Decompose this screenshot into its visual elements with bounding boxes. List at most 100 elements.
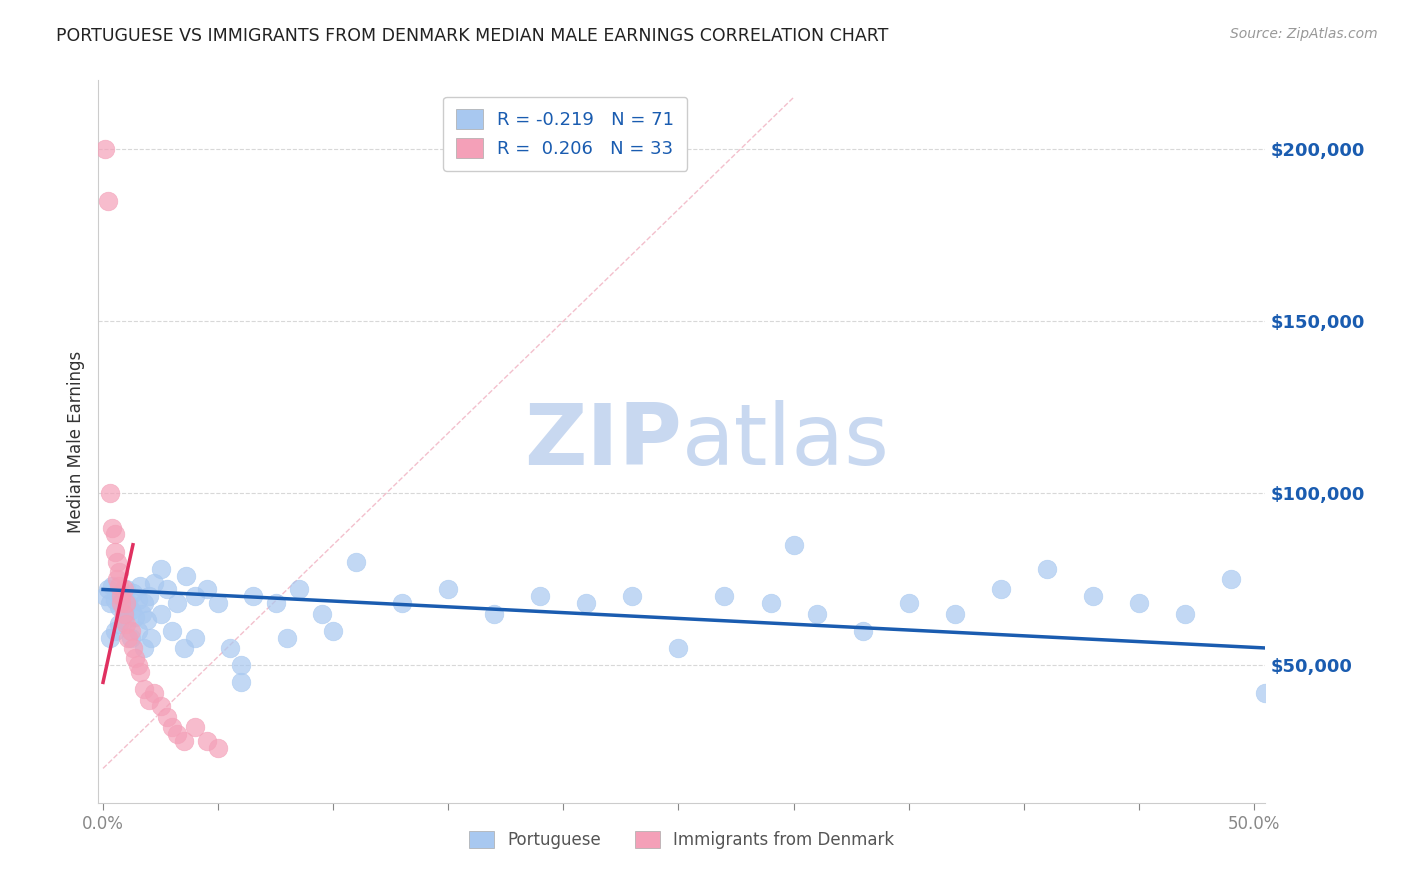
Point <box>149 562 172 576</box>
Point <box>276 631 298 645</box>
Point <box>101 520 124 534</box>
Point <box>120 603 142 617</box>
Point <box>138 590 160 604</box>
Point <box>108 566 131 580</box>
Point <box>101 579 124 593</box>
Point <box>108 599 131 614</box>
Point <box>897 596 920 610</box>
Point <box>115 582 138 597</box>
Point <box>287 582 309 597</box>
Point <box>110 590 132 604</box>
Point <box>668 640 690 655</box>
Point <box>1035 562 1057 576</box>
Point <box>105 555 128 569</box>
Point <box>852 624 875 638</box>
Point <box>184 631 207 645</box>
Point <box>110 590 132 604</box>
Point <box>112 614 135 628</box>
Point <box>782 538 804 552</box>
Point <box>94 590 117 604</box>
Point <box>149 699 172 714</box>
Point <box>105 586 128 600</box>
Point <box>943 607 966 621</box>
Point <box>575 596 598 610</box>
Point <box>322 624 344 638</box>
Point <box>484 607 506 621</box>
Point <box>131 607 153 621</box>
Point <box>391 596 413 610</box>
Point <box>529 590 551 604</box>
Point <box>156 582 179 597</box>
Point <box>207 740 229 755</box>
Point <box>103 544 125 558</box>
Point <box>97 194 120 208</box>
Point <box>1128 596 1150 610</box>
Point <box>120 624 142 638</box>
Point <box>621 590 644 604</box>
Point <box>173 734 195 748</box>
Point <box>184 590 207 604</box>
Point <box>207 596 229 610</box>
Point <box>1174 607 1197 621</box>
Point <box>112 607 135 621</box>
Point <box>990 582 1012 597</box>
Point <box>1219 572 1241 586</box>
Point <box>105 572 128 586</box>
Point <box>122 586 145 600</box>
Point <box>437 582 460 597</box>
Point <box>128 579 150 593</box>
Point <box>242 590 264 604</box>
Point <box>117 631 139 645</box>
Point <box>141 631 163 645</box>
Point <box>97 582 120 597</box>
Point <box>108 579 131 593</box>
Point <box>112 607 135 621</box>
Point <box>806 607 828 621</box>
Point <box>184 720 207 734</box>
Point <box>124 651 146 665</box>
Point <box>108 616 131 631</box>
Point <box>195 582 218 597</box>
Y-axis label: Median Male Earnings: Median Male Earnings <box>66 351 84 533</box>
Point <box>229 658 252 673</box>
Point <box>311 607 333 621</box>
Text: ZIP: ZIP <box>524 400 682 483</box>
Point <box>98 596 121 610</box>
Point <box>264 596 287 610</box>
Point <box>166 727 188 741</box>
Point <box>195 734 218 748</box>
Point <box>112 582 135 597</box>
Text: PORTUGUESE VS IMMIGRANTS FROM DENMARK MEDIAN MALE EARNINGS CORRELATION CHART: PORTUGUESE VS IMMIGRANTS FROM DENMARK ME… <box>56 27 889 45</box>
Point <box>127 624 149 638</box>
Point <box>138 692 160 706</box>
Point <box>135 614 157 628</box>
Point <box>128 665 150 679</box>
Point <box>174 568 197 582</box>
Legend: Portuguese, Immigrants from Denmark: Portuguese, Immigrants from Denmark <box>460 822 904 860</box>
Point <box>127 658 149 673</box>
Point <box>134 596 156 610</box>
Point <box>110 596 132 610</box>
Point <box>98 486 121 500</box>
Text: atlas: atlas <box>682 400 890 483</box>
Point <box>142 686 165 700</box>
Point <box>713 590 735 604</box>
Point <box>1081 590 1104 604</box>
Point <box>160 720 183 734</box>
Point <box>344 555 367 569</box>
Point <box>115 596 138 610</box>
Point <box>156 710 179 724</box>
Point <box>160 624 183 638</box>
Point <box>103 592 125 607</box>
Point <box>103 624 125 638</box>
Point <box>759 596 782 610</box>
Point <box>166 596 188 610</box>
Point <box>218 640 240 655</box>
Point <box>117 596 139 610</box>
Point <box>173 640 195 655</box>
Point <box>142 575 165 590</box>
Point <box>120 631 142 645</box>
Point <box>122 640 145 655</box>
Point <box>134 682 156 697</box>
Point <box>1254 686 1277 700</box>
